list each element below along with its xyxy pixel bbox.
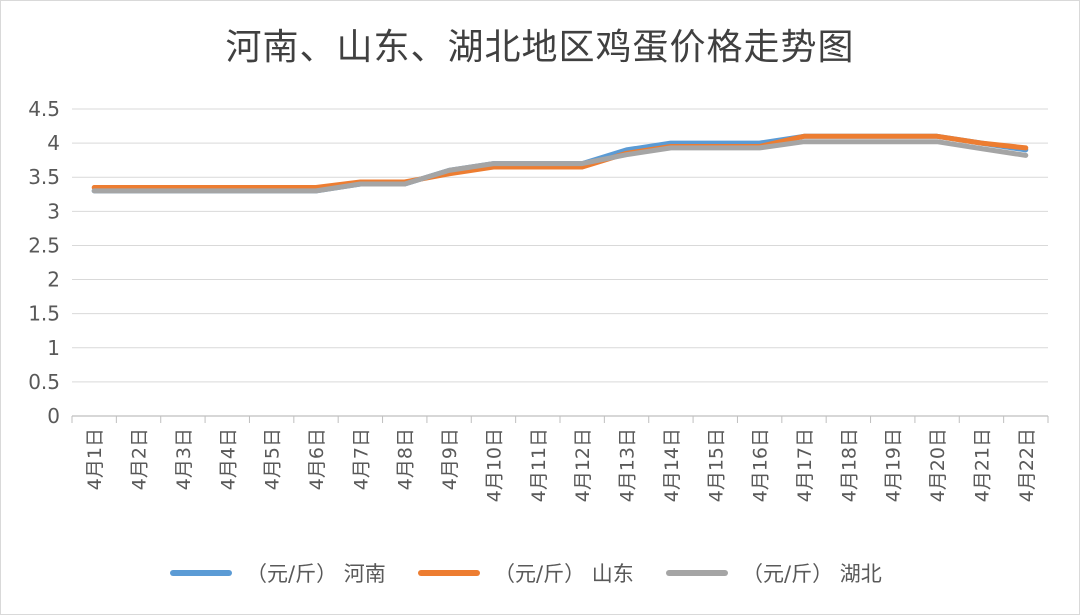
x-tick-label: 4月11日 — [528, 428, 550, 502]
x-tick-label: 4月17日 — [794, 428, 816, 502]
x-tick-label: 4月9日 — [439, 428, 461, 490]
y-axis-ticks: 0 0.5 1 1.5 2 2.5 3 3.5 4 4.5 — [28, 97, 60, 428]
legend-label-shandong: （元/斤） 山东 — [494, 562, 634, 586]
x-tick-label: 4月21日 — [971, 428, 993, 502]
x-tick-label: 4月8日 — [395, 428, 417, 490]
x-tick-label: 4月3日 — [173, 428, 195, 490]
x-tick-label: 4月15日 — [705, 428, 727, 502]
x-tick-label: 4月6日 — [306, 428, 328, 490]
legend-label-hubei: （元/斤） 湖北 — [742, 562, 882, 586]
x-tick-label: 4月18日 — [838, 428, 860, 502]
y-tick-label: 1 — [47, 336, 60, 360]
legend-swatch-shandong — [418, 570, 480, 576]
y-tick-label: 3 — [47, 199, 60, 223]
series-line-2 — [91, 139, 1029, 194]
x-tick-label: 4月1日 — [84, 428, 106, 490]
legend-swatch-hubei — [666, 570, 728, 576]
legend-item-shandong: （元/斤） 山东 — [418, 556, 634, 590]
x-tick-label: 4月13日 — [617, 428, 639, 502]
series-line-1 — [91, 133, 1029, 190]
y-tick-label: 4.5 — [28, 97, 60, 121]
x-axis — [71, 415, 1049, 423]
gridlines — [72, 108, 1048, 383]
x-axis-ticks: 4月1日 4月2日 4月3日 4月4日 4月5日 4月6日 4月7日 4月8日 4月9日 4月10… — [84, 428, 1038, 502]
x-tick-label: 4月22日 — [1016, 428, 1038, 502]
legend-swatch-henan — [170, 570, 232, 576]
x-tick-label: 4月12日 — [572, 428, 594, 502]
x-tick-label: 4月19日 — [883, 428, 905, 502]
legend-item-hubei: （元/斤） 湖北 — [666, 556, 882, 590]
x-tick-label: 4月2日 — [129, 428, 151, 490]
y-tick-label: 2.5 — [28, 233, 60, 257]
x-tick-label: 4月20日 — [927, 428, 949, 502]
y-tick-label: 1.5 — [28, 302, 60, 326]
y-tick-label: 0.5 — [28, 370, 60, 394]
y-tick-label: 4 — [47, 131, 60, 155]
series-lines — [91, 133, 1029, 194]
chart-title: 河南、山东、湖北地区鸡蛋价格走势图 — [225, 27, 855, 68]
x-tick-label: 4月4日 — [217, 428, 239, 490]
y-tick-label: 0 — [47, 404, 60, 428]
x-tick-label: 4月7日 — [350, 428, 372, 490]
legend-item-henan: （元/斤） 河南 — [170, 556, 386, 590]
x-tick-label: 4月5日 — [262, 428, 284, 490]
legend-label-henan: （元/斤） 河南 — [246, 562, 386, 586]
x-tick-label: 4月16日 — [750, 428, 772, 502]
legend: （元/斤） 河南 （元/斤） 山东 （元/斤） 湖北 — [0, 556, 1080, 590]
x-tick-label: 4月14日 — [661, 428, 683, 502]
y-tick-label: 2 — [47, 268, 60, 292]
x-tick-label: 4月10日 — [483, 428, 505, 502]
y-tick-label: 3.5 — [28, 165, 60, 189]
